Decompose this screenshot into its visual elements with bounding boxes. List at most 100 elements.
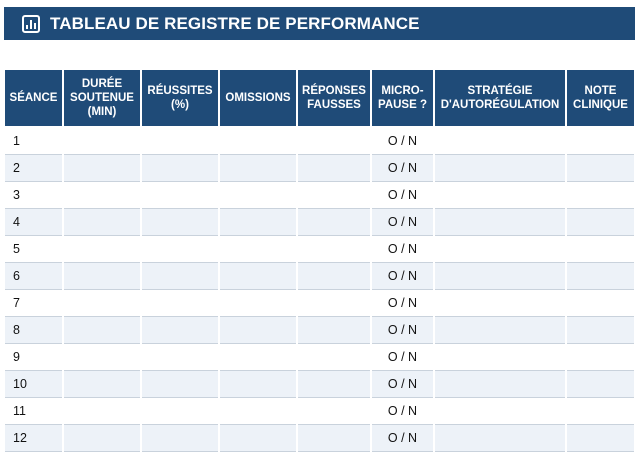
seance-cell: 11	[5, 398, 62, 425]
omissions-cell[interactable]	[220, 317, 296, 344]
seance-cell: 2	[5, 155, 62, 182]
note-clinique-cell[interactable]	[567, 182, 634, 209]
note-clinique-cell[interactable]	[567, 398, 634, 425]
reussites-cell[interactable]	[142, 290, 218, 317]
column-header-reussites: RÉUSSITES (%)	[142, 70, 218, 128]
reussites-cell[interactable]	[142, 236, 218, 263]
reussites-cell[interactable]	[142, 425, 218, 452]
micro-pause-cell[interactable]: O / N	[372, 290, 433, 317]
micro-pause-cell[interactable]: O / N	[372, 155, 433, 182]
note-clinique-cell[interactable]	[567, 209, 634, 236]
duree-cell[interactable]	[64, 371, 140, 398]
micro-pause-cell[interactable]: O / N	[372, 425, 433, 452]
page-title: TABLEAU DE REGISTRE DE PERFORMANCE	[50, 13, 420, 33]
duree-cell[interactable]	[64, 182, 140, 209]
duree-cell[interactable]	[64, 344, 140, 371]
reussites-cell[interactable]	[142, 371, 218, 398]
table-row: 10 O / N	[5, 371, 634, 398]
omissions-cell[interactable]	[220, 128, 296, 155]
reussites-cell[interactable]	[142, 182, 218, 209]
micro-pause-cell[interactable]: O / N	[372, 371, 433, 398]
micro-pause-cell[interactable]: O / N	[372, 236, 433, 263]
performance-log-table: SÉANCE DURÉE SOUTENUE (MIN) RÉUSSITES (%…	[3, 70, 636, 452]
omissions-cell[interactable]	[220, 398, 296, 425]
strategie-cell[interactable]	[435, 398, 565, 425]
reponses-fausses-cell[interactable]	[298, 398, 370, 425]
strategie-cell[interactable]	[435, 425, 565, 452]
strategie-cell[interactable]	[435, 128, 565, 155]
duree-cell[interactable]	[64, 425, 140, 452]
note-clinique-cell[interactable]	[567, 425, 634, 452]
duree-cell[interactable]	[64, 317, 140, 344]
column-header-micro-pause: MICRO-PAUSE ?	[372, 70, 433, 128]
duree-cell[interactable]	[64, 209, 140, 236]
omissions-cell[interactable]	[220, 263, 296, 290]
duree-cell[interactable]	[64, 155, 140, 182]
note-clinique-cell[interactable]	[567, 155, 634, 182]
reponses-fausses-cell[interactable]	[298, 155, 370, 182]
strategie-cell[interactable]	[435, 290, 565, 317]
seance-cell: 3	[5, 182, 62, 209]
reponses-fausses-cell[interactable]	[298, 128, 370, 155]
omissions-cell[interactable]	[220, 425, 296, 452]
seance-cell: 6	[5, 263, 62, 290]
reussites-cell[interactable]	[142, 209, 218, 236]
duree-cell[interactable]	[64, 236, 140, 263]
table-body: 1 O / N 2 O / N 3 O / N 4 O / N 5 O / N 6 O / N 7 O /…	[5, 128, 634, 452]
micro-pause-cell[interactable]: O / N	[372, 317, 433, 344]
duree-cell[interactable]	[64, 128, 140, 155]
micro-pause-cell[interactable]: O / N	[372, 182, 433, 209]
table-row: 6 O / N	[5, 263, 634, 290]
omissions-cell[interactable]	[220, 344, 296, 371]
reponses-fausses-cell[interactable]	[298, 209, 370, 236]
reponses-fausses-cell[interactable]	[298, 236, 370, 263]
note-clinique-cell[interactable]	[567, 290, 634, 317]
micro-pause-cell[interactable]: O / N	[372, 398, 433, 425]
reponses-fausses-cell[interactable]	[298, 371, 370, 398]
strategie-cell[interactable]	[435, 209, 565, 236]
table-row: 5 O / N	[5, 236, 634, 263]
reponses-fausses-cell[interactable]	[298, 344, 370, 371]
reussites-cell[interactable]	[142, 398, 218, 425]
reussites-cell[interactable]	[142, 317, 218, 344]
column-header-duree: DURÉE SOUTENUE (MIN)	[64, 70, 140, 128]
omissions-cell[interactable]	[220, 290, 296, 317]
duree-cell[interactable]	[64, 290, 140, 317]
omissions-cell[interactable]	[220, 182, 296, 209]
duree-cell[interactable]	[64, 398, 140, 425]
column-header-strategie: STRATÉGIE D'AUTORÉGULATION	[435, 70, 565, 128]
note-clinique-cell[interactable]	[567, 344, 634, 371]
note-clinique-cell[interactable]	[567, 317, 634, 344]
strategie-cell[interactable]	[435, 371, 565, 398]
omissions-cell[interactable]	[220, 371, 296, 398]
strategie-cell[interactable]	[435, 155, 565, 182]
strategie-cell[interactable]	[435, 317, 565, 344]
column-header-note-clinique: NOTE CLINIQUE	[567, 70, 634, 128]
omissions-cell[interactable]	[220, 155, 296, 182]
note-clinique-cell[interactable]	[567, 128, 634, 155]
reussites-cell[interactable]	[142, 128, 218, 155]
reponses-fausses-cell[interactable]	[298, 263, 370, 290]
strategie-cell[interactable]	[435, 182, 565, 209]
omissions-cell[interactable]	[220, 209, 296, 236]
reponses-fausses-cell[interactable]	[298, 317, 370, 344]
strategie-cell[interactable]	[435, 263, 565, 290]
reussites-cell[interactable]	[142, 155, 218, 182]
duree-cell[interactable]	[64, 263, 140, 290]
note-clinique-cell[interactable]	[567, 371, 634, 398]
strategie-cell[interactable]	[435, 236, 565, 263]
note-clinique-cell[interactable]	[567, 263, 634, 290]
reponses-fausses-cell[interactable]	[298, 290, 370, 317]
micro-pause-cell[interactable]: O / N	[372, 344, 433, 371]
micro-pause-cell[interactable]: O / N	[372, 128, 433, 155]
reponses-fausses-cell[interactable]	[298, 182, 370, 209]
reponses-fausses-cell[interactable]	[298, 425, 370, 452]
table-row: 12 O / N	[5, 425, 634, 452]
note-clinique-cell[interactable]	[567, 236, 634, 263]
strategie-cell[interactable]	[435, 344, 565, 371]
reussites-cell[interactable]	[142, 263, 218, 290]
omissions-cell[interactable]	[220, 236, 296, 263]
reussites-cell[interactable]	[142, 344, 218, 371]
micro-pause-cell[interactable]: O / N	[372, 209, 433, 236]
micro-pause-cell[interactable]: O / N	[372, 263, 433, 290]
